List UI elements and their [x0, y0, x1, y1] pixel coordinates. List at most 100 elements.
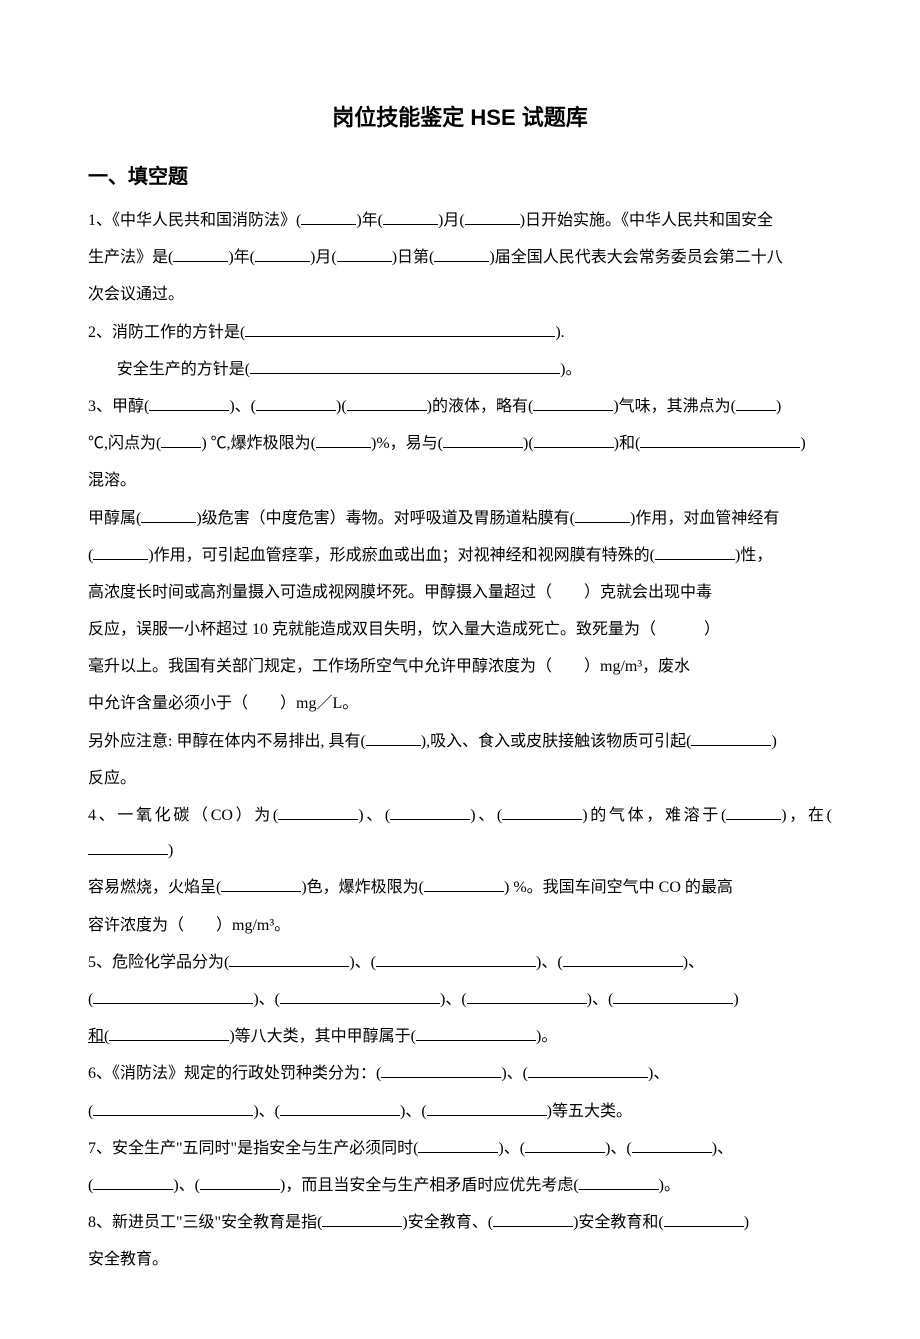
- text: )、: [683, 954, 704, 971]
- blank: [200, 1174, 280, 1190]
- blank: [383, 209, 438, 225]
- text: )、: [712, 1140, 733, 1157]
- blank: [493, 1211, 573, 1227]
- text: )日开始实施。《中华人民共和国安全: [520, 212, 773, 229]
- text: )、(: [605, 1140, 632, 1157]
- blank: [301, 209, 356, 225]
- blank: [579, 1174, 659, 1190]
- text: 安全教育。: [88, 1251, 168, 1268]
- blank: [93, 1174, 173, 1190]
- question-8: 8、新进员工"三级"安全教育是指( )安全教育、( )安全教育和(): [88, 1205, 832, 1240]
- text: )月(: [310, 249, 337, 266]
- blank: [93, 544, 148, 560]
- text: 容易燃烧，火焰呈(: [88, 879, 221, 896]
- blank: [256, 395, 336, 411]
- blank: [418, 1137, 498, 1153]
- text: )(: [336, 398, 347, 415]
- question-7-line2: ()、()，而且当安全与生产相矛盾时应优先考虑()。: [88, 1168, 832, 1203]
- page-title: 岗位技能鉴定 HSE 试题库: [88, 100, 832, 132]
- question-1: 1、《中华人民共和国消防法》()年()月()日开始实施。《中华人民共和国安全: [88, 203, 832, 238]
- text: ): [776, 398, 781, 415]
- text: )。: [536, 1028, 557, 1045]
- text: 生产法》是(: [88, 249, 173, 266]
- blank: [250, 358, 560, 374]
- blank: [109, 1025, 229, 1041]
- blank: [366, 730, 421, 746]
- blank: [376, 951, 536, 967]
- question-3-line9: 中允许含量必须小于（ ）mg／L。: [88, 686, 832, 721]
- question-3-line6: 高浓度长时间或高剂量摄入可造成视网膜坏死。甲醇摄入量超过（ ）克就会出现中毒: [88, 575, 832, 610]
- question-2-line2: 安全生产的方针是()。: [88, 352, 832, 387]
- blank: [280, 988, 440, 1004]
- blank: [322, 1211, 402, 1227]
- blank: [347, 395, 427, 411]
- text: )、(: [253, 1103, 280, 1120]
- blank: [525, 1137, 605, 1153]
- blank: [316, 432, 371, 448]
- text: )、(: [498, 1140, 525, 1157]
- text: )作用，可引起血管痉挛，形成瘀血或出血；对视神经和视网膜有特殊的(: [148, 547, 655, 564]
- text: )等五大类。: [547, 1103, 632, 1120]
- text: )%，易与(: [371, 435, 443, 452]
- blank: [632, 1137, 712, 1153]
- text: )、(: [349, 954, 376, 971]
- text: )、(: [229, 398, 256, 415]
- blank: [528, 1062, 648, 1078]
- text: )、(: [173, 1177, 200, 1194]
- text: ): [771, 733, 776, 750]
- text: 反应，误服一小杯超过 10 克就能造成双目失明，饮入量大造成死亡。致死量为（ ）: [88, 621, 720, 638]
- question-3-line3: 混溶。: [88, 463, 832, 498]
- text: 1、《中华人民共和国消防法》(: [88, 212, 301, 229]
- question-5-line2: ()、()、()、(): [88, 982, 832, 1017]
- text: 8、新进员工"三级"安全教育是指(: [88, 1214, 322, 1231]
- blank: [427, 1100, 547, 1116]
- question-3-line2: ℃,闪点为() ℃,爆炸极限为()%，易与()()和(): [88, 426, 832, 461]
- blank: [575, 507, 630, 523]
- blank: [229, 951, 349, 967]
- text: )、: [648, 1065, 669, 1082]
- text: ): [744, 1214, 749, 1231]
- text: )安全教育、(: [402, 1214, 493, 1231]
- text: 4、一氧化碳（CO）为(: [88, 807, 278, 824]
- text: )级危害（中度危害）毒物。对呼吸道及胃肠道粘膜有(: [196, 510, 575, 527]
- text: )、(: [358, 807, 390, 824]
- text: )，在(: [781, 807, 832, 824]
- blank: [381, 1062, 501, 1078]
- question-3-line11: 反应。: [88, 761, 832, 796]
- blank: [640, 432, 800, 448]
- text: 高浓度长时间或高剂量摄入可造成视网膜坏死。甲醇摄入量超过（ ）克就会出现中毒: [88, 584, 712, 601]
- question-3-line5: ()作用，可引起血管痉挛，形成瘀血或出血；对视神经和视网膜有特殊的()性，: [88, 538, 832, 573]
- text: )、(: [536, 954, 563, 971]
- text: 反应。: [88, 770, 136, 787]
- blank: [736, 395, 776, 411]
- question-1-line2: 生产法》是()年()月()日第()届全国人民代表大会常务委员会第二十八: [88, 240, 832, 275]
- question-5-line3: 和()等八大类，其中甲醇属于()。: [88, 1019, 832, 1054]
- blank: [443, 432, 523, 448]
- text: 5、危险化学品分为(: [88, 954, 229, 971]
- question-4: 4、一氧化碳（CO）为()、()、()的气体，难溶于()，在(): [88, 798, 832, 868]
- blank: [88, 839, 168, 855]
- text: )、(: [253, 991, 280, 1008]
- question-8-line2: 安全教育。: [88, 1242, 832, 1277]
- text: )、(: [470, 807, 502, 824]
- text: )、(: [440, 991, 467, 1008]
- question-5: 5、危险化学品分为( )、( )、( )、: [88, 945, 832, 980]
- blank: [278, 804, 358, 820]
- text: 毫升以上。我国有关部门规定，工作场所空气中允许甲醇浓度为（ ）mg/m³，废水: [88, 658, 690, 675]
- text: )和(: [614, 435, 641, 452]
- text: 中允许含量必须小于（ ）mg／L。: [88, 695, 358, 712]
- section-heading: 一、填空题: [88, 160, 832, 189]
- text: )的气体，难溶于(: [582, 807, 726, 824]
- text: )、(: [400, 1103, 427, 1120]
- blank: [613, 988, 733, 1004]
- text: )、(: [501, 1065, 528, 1082]
- text: ) ℃,爆炸极限为(: [201, 435, 316, 452]
- text: )届全国人民代表大会常务委员会第二十八: [489, 249, 782, 266]
- blank: [664, 1211, 744, 1227]
- blank: [337, 246, 392, 262]
- question-2: 2、消防工作的方针是().: [88, 315, 832, 350]
- question-6: 6、《消防法》规定的行政处罚种类分为：()、()、: [88, 1056, 832, 1091]
- text: )安全教育和(: [573, 1214, 664, 1231]
- text: 安全生产的方针是(: [117, 361, 250, 378]
- question-4-line2: 容易燃烧，火焰呈()色，爆炸极限为() %。我国车间空气中 CO 的最高: [88, 870, 832, 905]
